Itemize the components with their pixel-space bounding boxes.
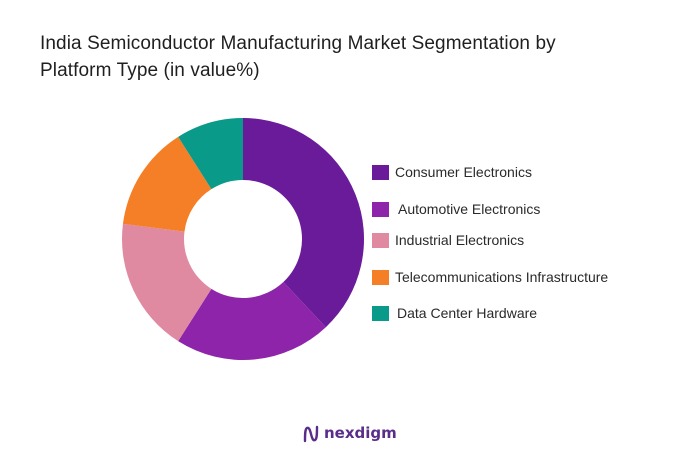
legend-label: Industrial Electronics bbox=[395, 232, 525, 248]
legend-swatch bbox=[372, 202, 389, 217]
donut-slice-telecommunications-infrastructure bbox=[122, 136, 212, 232]
legend-label: Data Center Hardware bbox=[397, 305, 538, 321]
legend-label: Telecommunications Infrastructure bbox=[395, 269, 609, 285]
legend-label: Automotive Electronics bbox=[398, 201, 541, 217]
legend-swatch bbox=[372, 165, 389, 180]
donut-slice-consumer-electronics bbox=[243, 118, 364, 328]
donut-slice-industrial-electronics bbox=[122, 223, 212, 342]
brand-name: nexdigm bbox=[324, 424, 397, 442]
donut-slice-data-center-hardware bbox=[178, 118, 243, 190]
legend-swatch bbox=[372, 306, 389, 321]
legend-label: Consumer Electronics bbox=[395, 164, 532, 180]
donut-slice-automotive-electronics bbox=[178, 282, 326, 360]
legend-swatch bbox=[372, 270, 389, 285]
legend-swatch bbox=[372, 233, 389, 248]
chart-title-line-1: India Semiconductor Manufacturing Market… bbox=[40, 33, 556, 54]
chart-title: India Semiconductor Manufacturing Market… bbox=[40, 30, 660, 84]
chart-title-line-2: Platform Type (in value%) bbox=[40, 60, 260, 81]
nexdigm-logo-icon bbox=[303, 425, 319, 443]
